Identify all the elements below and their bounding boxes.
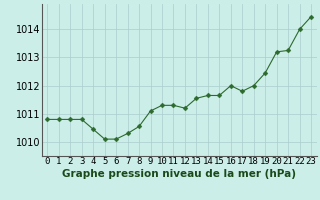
X-axis label: Graphe pression niveau de la mer (hPa): Graphe pression niveau de la mer (hPa) [62, 169, 296, 179]
